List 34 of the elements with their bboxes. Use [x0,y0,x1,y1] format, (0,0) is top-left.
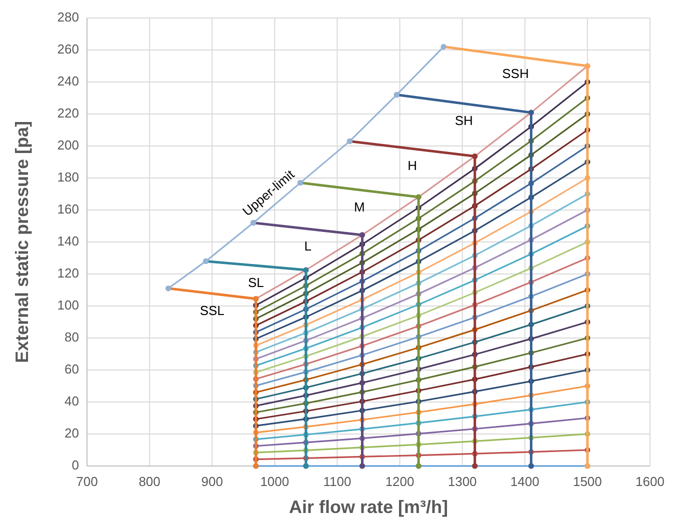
y-tick-label: 280 [57,9,79,24]
series-label: SSL [200,303,224,318]
x-tick-label: 1500 [572,474,602,489]
series-label: SL [248,275,264,290]
y-tick-label: 80 [64,329,79,344]
y-axis-title: External static pressure [pa] [12,120,32,364]
series-label: SSH [502,66,529,81]
y-tick-label: 200 [57,137,79,152]
y-tick-label: 0 [72,457,79,472]
series-label: L [304,238,312,254]
x-tick-label: 900 [201,474,223,489]
x-tick-label: 1600 [636,474,664,489]
y-tick-label: 160 [57,201,79,216]
x-tick-label: 1300 [448,474,477,489]
y-tick-label: 140 [57,233,79,248]
x-tick-label: 1200 [385,474,414,489]
y-tick-label: 120 [57,265,79,280]
x-axis-title: Air flow rate [m³/h] [288,497,448,517]
series-label: M [354,199,365,214]
y-tick-label: 240 [57,73,79,88]
y-tick-label: 180 [57,169,79,184]
y-tick-label: 40 [64,393,79,408]
x-tick-label: 800 [138,474,160,489]
series-label: SH [454,113,473,128]
x-tick-label: 1000 [260,474,290,489]
y-tick-label: 60 [64,361,79,376]
x-tick-label: 1100 [323,474,352,489]
x-tick-label: 1400 [510,474,540,489]
series-label: H [408,158,417,174]
y-tick-label: 260 [57,41,79,56]
x-tick-label: 700 [76,474,98,489]
y-tick-label: 100 [57,297,79,312]
y-tick-label: 20 [64,425,79,440]
y-tick-label: 220 [57,105,79,120]
